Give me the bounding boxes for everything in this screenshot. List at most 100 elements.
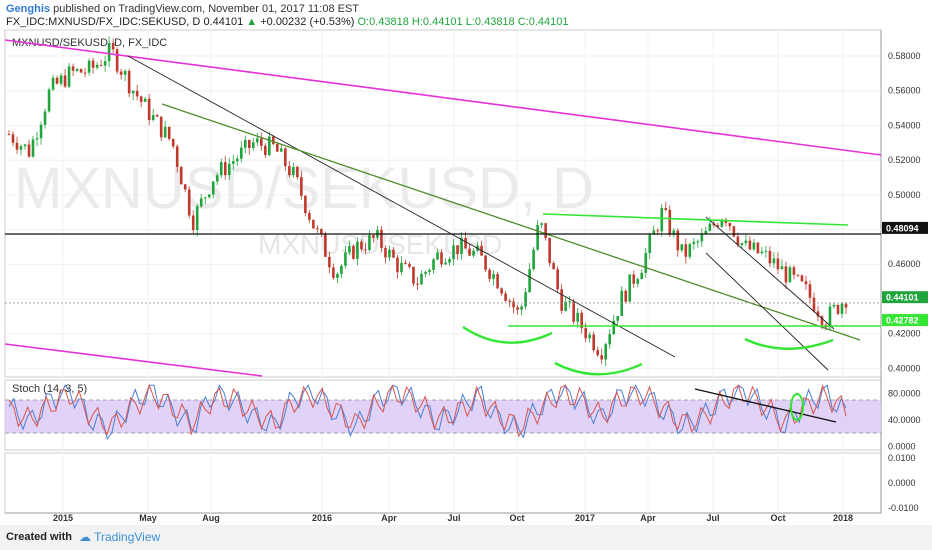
candle-body <box>71 66 75 71</box>
channel-upper-line[interactable] <box>705 216 835 330</box>
candle-body <box>251 142 255 149</box>
candle-body <box>644 252 648 273</box>
candle-body <box>656 230 660 232</box>
candle-body <box>127 70 131 94</box>
time-tick-label: Jul <box>706 513 719 523</box>
candle-body <box>720 219 724 227</box>
candle-body <box>792 267 796 275</box>
candle-body <box>119 71 123 75</box>
candle-body <box>195 206 199 231</box>
candle-body <box>696 241 700 243</box>
tradingview-brand: TradingView <box>94 530 161 544</box>
candle-body <box>219 162 223 176</box>
footer-bar: Created with ☁ TradingView <box>0 525 932 550</box>
candle-body <box>408 263 411 267</box>
time-tick-label: Oct <box>509 513 524 523</box>
candle-body <box>488 269 491 279</box>
low-value: L:0.43818 <box>465 16 515 28</box>
lower-magenta-trendline[interactable] <box>4 343 263 377</box>
candle-body <box>143 98 147 102</box>
candle-body <box>43 111 47 125</box>
candle-body <box>255 138 259 143</box>
candle-body <box>592 334 595 351</box>
up-arrow-icon: ▲ <box>246 16 258 28</box>
price-tick-label: 0.54000 <box>888 120 921 130</box>
candle-body <box>680 244 684 251</box>
candle-body <box>348 246 351 253</box>
candle-body <box>111 42 115 50</box>
candle-body <box>47 89 51 112</box>
candle-body <box>340 265 343 274</box>
candle-body <box>668 209 672 235</box>
left-shoulder-arc <box>462 326 553 344</box>
price-tick-label: 0.40000 <box>888 363 921 373</box>
publish-info: published on TradingView.com, November 0… <box>53 3 360 15</box>
candle-body <box>304 195 307 214</box>
author-name[interactable]: Genghis <box>6 3 51 15</box>
candle-body <box>704 230 708 235</box>
candle-body <box>652 230 656 235</box>
stoch-trendline[interactable] <box>694 388 837 423</box>
candle-body <box>63 75 67 87</box>
time-tick-label: Apr <box>381 513 397 523</box>
candle-body <box>268 136 271 155</box>
candle-body <box>764 250 768 252</box>
channel-lower-line[interactable] <box>705 252 829 371</box>
candle-body <box>284 148 287 167</box>
stoch-title: Stoch (14, 3, 5) <box>12 383 87 395</box>
upper-magenta-trendline[interactable] <box>4 39 882 156</box>
candle-body <box>828 306 832 328</box>
candle-body <box>672 230 676 235</box>
candle-body <box>576 312 579 322</box>
candle-body <box>239 147 243 159</box>
symbol-line: FX_IDC:MXNUSD/FX_IDC:SEKUSD, D 0.44101 ▲… <box>6 15 569 29</box>
long-black-trendline[interactable] <box>127 55 676 358</box>
candle-body <box>460 238 463 255</box>
candle-body <box>540 223 543 226</box>
candle-body <box>95 64 99 68</box>
close-value: C:0.44101 <box>517 16 569 28</box>
candle-body <box>624 290 628 302</box>
candle-body <box>640 272 644 280</box>
candle-body <box>372 235 375 238</box>
candle-body <box>131 90 135 94</box>
candle-body <box>272 136 275 145</box>
candle-body <box>552 263 555 270</box>
candle-body <box>660 208 664 232</box>
candle-body <box>544 223 547 238</box>
stoch-lines <box>8 383 847 441</box>
candle-body <box>175 146 179 168</box>
candle-body <box>796 274 800 276</box>
candle-body <box>556 269 559 290</box>
chart-area[interactable]: MXNUSD/SEKUSD, D MXNUSD/SEKUSD MXNUSD/SE… <box>0 0 932 525</box>
candle-body <box>223 162 227 176</box>
neckline-top-green[interactable] <box>542 213 849 226</box>
candle-body <box>35 138 39 140</box>
candle-body <box>31 139 35 157</box>
candle-body <box>428 269 431 272</box>
candle-body <box>207 194 211 198</box>
candle-body <box>151 115 155 120</box>
tradingview-logo[interactable]: ☁ TradingView <box>79 530 160 544</box>
candle-body <box>568 301 571 303</box>
candle-body <box>235 158 239 162</box>
candle-body <box>87 60 91 73</box>
candle-body <box>772 258 776 264</box>
candle-body <box>400 262 403 273</box>
candle-body <box>648 234 652 253</box>
candle-body <box>840 303 844 314</box>
candle-body <box>247 139 251 149</box>
candle-body <box>404 262 407 264</box>
dark-green-trendline[interactable] <box>161 103 861 341</box>
price-tick-label: 0.46000 <box>888 259 921 269</box>
stoch-band <box>5 400 881 433</box>
candle-body <box>199 198 203 207</box>
candle-body <box>768 250 772 264</box>
candle-body <box>536 225 539 250</box>
candle-body <box>91 60 95 68</box>
candle-body <box>19 146 23 150</box>
candle-body <box>596 350 600 356</box>
third-tick-label: -0.0100 <box>888 503 919 513</box>
candle-body <box>612 320 616 335</box>
candle-body <box>484 255 487 270</box>
